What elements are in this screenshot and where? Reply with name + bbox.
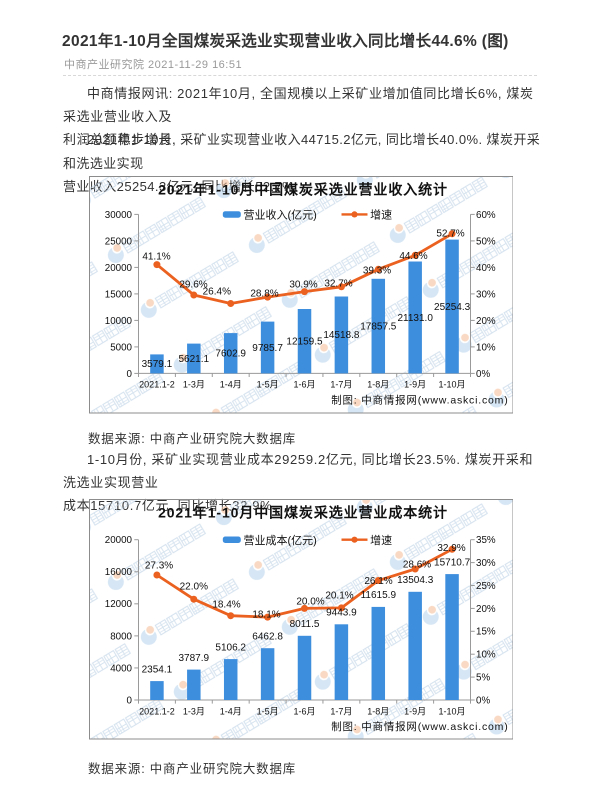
- svg-text:32.9%: 32.9%: [437, 543, 465, 554]
- svg-text:28.6%: 28.6%: [402, 560, 430, 571]
- svg-text:32.7%: 32.7%: [324, 278, 352, 289]
- svg-text:50%: 50%: [476, 236, 496, 247]
- svg-text:1-10月: 1-10月: [438, 380, 465, 390]
- svg-text:4000: 4000: [110, 663, 132, 674]
- svg-text:44.6%: 44.6%: [399, 251, 427, 262]
- svg-text:8000: 8000: [110, 631, 132, 642]
- svg-text:27.3%: 27.3%: [144, 561, 172, 572]
- svg-text:0%: 0%: [476, 369, 490, 380]
- svg-text:26.4%: 26.4%: [202, 286, 230, 297]
- svg-text:18.1%: 18.1%: [252, 609, 280, 620]
- svg-text:25%: 25%: [476, 581, 496, 592]
- svg-text:5000: 5000: [110, 342, 132, 353]
- svg-text:5621.1: 5621.1: [178, 354, 209, 365]
- svg-text:30.9%: 30.9%: [289, 279, 317, 290]
- svg-text:30%: 30%: [476, 289, 496, 300]
- svg-text:12000: 12000: [104, 599, 132, 610]
- svg-text:26.1%: 26.1%: [364, 576, 392, 587]
- svg-text:0%: 0%: [476, 695, 490, 706]
- svg-text:0: 0: [126, 695, 132, 706]
- svg-text:20000: 20000: [104, 263, 132, 274]
- svg-text:29.6%: 29.6%: [179, 279, 207, 290]
- svg-text:1-9月: 1-9月: [404, 380, 426, 390]
- svg-text:41.1%: 41.1%: [142, 251, 170, 262]
- svg-text:60%: 60%: [476, 210, 496, 221]
- svg-text:制图: 中商情报网(www.askci.com): 制图: 中商情报网(www.askci.com): [331, 720, 508, 733]
- svg-text:7602.9: 7602.9: [215, 349, 246, 360]
- svg-text:1-5月: 1-5月: [256, 706, 278, 716]
- svg-text:制图: 中商情报网(www.askci.com): 制图: 中商情报网(www.askci.com): [331, 394, 508, 407]
- svg-text:8011.5: 8011.5: [289, 619, 319, 630]
- svg-text:20%: 20%: [476, 604, 496, 615]
- svg-text:30%: 30%: [476, 558, 496, 569]
- svg-text:16000: 16000: [104, 567, 132, 578]
- svg-text:2354.1: 2354.1: [141, 664, 172, 675]
- svg-text:2021年1-10月中国煤炭采选业营业收入统计: 2021年1-10月中国煤炭采选业营业收入统计: [158, 182, 448, 198]
- svg-text:3579.1: 3579.1: [141, 359, 172, 370]
- svg-text:9443.9: 9443.9: [326, 608, 357, 619]
- svg-text:10%: 10%: [476, 650, 496, 661]
- svg-text:20%: 20%: [476, 316, 496, 327]
- svg-text:1-3月: 1-3月: [182, 380, 204, 390]
- svg-text:39.3%: 39.3%: [362, 265, 390, 276]
- svg-text:增速: 增速: [370, 533, 392, 547]
- svg-text:30000: 30000: [104, 210, 132, 221]
- svg-text:1-8月: 1-8月: [367, 380, 389, 390]
- svg-text:17857.5: 17857.5: [360, 321, 397, 332]
- svg-text:22.0%: 22.0%: [179, 581, 207, 592]
- svg-text:15%: 15%: [476, 627, 496, 638]
- svg-text:20000: 20000: [104, 535, 132, 546]
- svg-text:1-8月: 1-8月: [367, 706, 389, 716]
- svg-text:40%: 40%: [476, 263, 496, 274]
- svg-text:2021.1-2: 2021.1-2: [139, 706, 175, 716]
- svg-text:3787.9: 3787.9: [178, 653, 209, 664]
- svg-text:5106.2: 5106.2: [215, 642, 246, 653]
- svg-text:28.8%: 28.8%: [250, 288, 278, 299]
- svg-text:1-5月: 1-5月: [256, 380, 278, 390]
- svg-text:1-7月: 1-7月: [330, 380, 352, 390]
- svg-text:20.1%: 20.1%: [325, 590, 353, 601]
- svg-text:1-4月: 1-4月: [219, 380, 241, 390]
- svg-text:10%: 10%: [476, 342, 496, 353]
- svg-text:13504.3: 13504.3: [397, 575, 434, 586]
- svg-text:20.0%: 20.0%: [296, 597, 324, 608]
- svg-text:营业成本(亿元): 营业成本(亿元): [243, 533, 316, 547]
- svg-text:增速: 增速: [370, 208, 392, 222]
- svg-text:1-6月: 1-6月: [293, 706, 315, 716]
- svg-text:1-6月: 1-6月: [293, 380, 315, 390]
- svg-text:营业收入(亿元): 营业收入(亿元): [243, 208, 316, 222]
- svg-text:10000: 10000: [104, 316, 132, 327]
- svg-text:11615.9: 11615.9: [360, 590, 396, 601]
- svg-text:21131.0: 21131.0: [397, 313, 433, 324]
- svg-text:5%: 5%: [476, 673, 490, 684]
- svg-text:1-9月: 1-9月: [404, 706, 426, 716]
- svg-text:2021.1-2: 2021.1-2: [139, 380, 175, 390]
- svg-text:25000: 25000: [104, 236, 132, 247]
- svg-text:15710.7: 15710.7: [434, 557, 471, 568]
- svg-text:1-4月: 1-4月: [219, 706, 241, 716]
- svg-text:1-7月: 1-7月: [330, 706, 352, 716]
- svg-text:35%: 35%: [476, 535, 496, 546]
- svg-text:0: 0: [126, 369, 132, 380]
- svg-text:25254.3: 25254.3: [434, 302, 471, 313]
- svg-text:2021年1-10月中国煤炭采选业营业成本统计: 2021年1-10月中国煤炭采选业营业成本统计: [158, 505, 448, 521]
- svg-text:52.7%: 52.7%: [436, 228, 464, 239]
- svg-text:15000: 15000: [104, 289, 132, 300]
- svg-text:9785.7: 9785.7: [252, 343, 283, 354]
- svg-text:12159.5: 12159.5: [286, 337, 323, 348]
- svg-text:18.4%: 18.4%: [212, 600, 240, 611]
- svg-text:1-3月: 1-3月: [182, 706, 204, 716]
- svg-text:1-10月: 1-10月: [438, 706, 465, 716]
- svg-text:14518.8: 14518.8: [323, 330, 360, 341]
- svg-text:6462.8: 6462.8: [252, 632, 283, 643]
